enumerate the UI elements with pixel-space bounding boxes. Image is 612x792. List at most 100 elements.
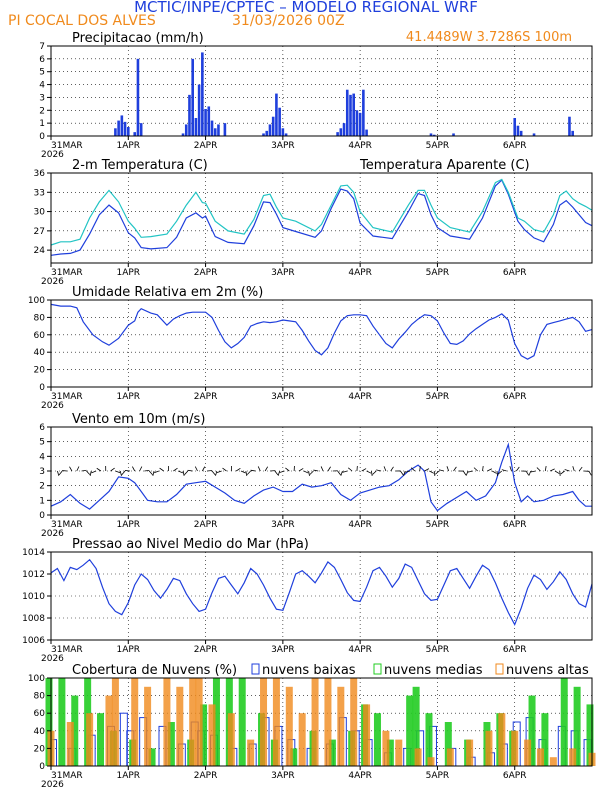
wind-arrow [148, 470, 153, 476]
precip-frame [50, 45, 593, 137]
wind-arrow [216, 470, 222, 474]
precip-bar [349, 94, 352, 136]
cloud-bar-nuvens-altas [247, 739, 255, 766]
precip-ytick-label: 5 [39, 68, 45, 78]
cloud-bar-nuvens-medias [406, 695, 414, 766]
precip-bar [568, 116, 571, 136]
header-run-date: 31/03/2026 00Z [232, 13, 345, 29]
cloud-bar-nuvens-altas [511, 730, 519, 766]
pressure-ytick-label: 1012 [22, 570, 45, 580]
cloud-bar-nuvens-medias [541, 713, 549, 766]
humidity-ytick-label: 60 [34, 331, 46, 341]
wind-arrow [96, 467, 102, 472]
humidity-frame [50, 299, 593, 388]
wind-arrow [554, 470, 560, 474]
pressure-ytick-label: 1006 [22, 636, 45, 646]
cloud-bar-nuvens-medias [328, 739, 336, 766]
wind-ytick-label: 5 [39, 438, 45, 448]
cloud-bar-nuvens-altas [382, 730, 390, 766]
cloud-bar-nuvens-altas [285, 686, 293, 766]
wind-xtick-label: 2APR [194, 520, 218, 530]
wind-arrow [376, 469, 382, 472]
precip-bar [210, 120, 214, 136]
clouds-xtick-label: 6APR [503, 771, 527, 781]
precip-bar [342, 123, 346, 136]
wind-arrow [313, 469, 319, 472]
cloud-bar-nuvens-altas [208, 704, 216, 766]
cloud-bar-nuvens-altas [536, 748, 544, 766]
wind-arrow [424, 468, 430, 472]
precip-bar [207, 106, 211, 136]
precip-ytick-label: 2 [39, 106, 45, 116]
wind-arrow [298, 468, 304, 472]
cloud-bar-nuvens-medias [45, 678, 53, 766]
humidity-xtick-label: 3APR [271, 392, 295, 402]
precip-bar [339, 128, 343, 136]
humidity-xtick-label: 1APR [116, 392, 140, 402]
wind-arrow [144, 469, 150, 472]
precip-bar [355, 110, 359, 136]
cloud-bar-nuvens-altas [195, 678, 203, 766]
wind-arrow [222, 467, 227, 472]
cloud-bar-nuvens-altas [549, 757, 557, 766]
temperature-series-line [50, 178, 593, 246]
cloud-bar-nuvens-medias [444, 722, 452, 766]
clouds-title: Cobertura de Nuvens (%) [72, 663, 237, 678]
wind-arrow [154, 470, 160, 474]
cloud-bar-nuvens-medias [97, 713, 105, 766]
wind-arrow [433, 470, 436, 477]
precip-ytick-label: 4 [39, 81, 45, 91]
clouds-xtick-label: 1APR [116, 771, 140, 781]
wind-arrow [438, 469, 444, 472]
humidity-xtick-sublabel: 2026 [41, 401, 64, 411]
precip-bar [265, 130, 269, 136]
wind-arrow [383, 466, 387, 472]
wind-arrow [58, 470, 63, 476]
precip-bar [281, 128, 285, 136]
precip-bar [204, 109, 207, 136]
precip-xtick-sublabel: 2026 [41, 150, 64, 160]
wind-arrow [159, 467, 164, 472]
temperature-ytick-label: 24 [34, 246, 46, 256]
wind-arrow [403, 470, 406, 476]
cloud-bar-nuvens-medias [167, 722, 175, 766]
temperature-ytick-label: 33 [34, 188, 45, 198]
precip-bar [452, 133, 455, 136]
legend-swatch [495, 663, 504, 675]
wind-arrow [279, 470, 285, 473]
pressure-xtick-label: 5APR [426, 645, 450, 655]
clouds-xtick-label: 5APR [426, 771, 450, 781]
wind-arrow [453, 466, 457, 472]
temperature-ytick-label: 30 [34, 208, 46, 218]
wind-arrow [303, 470, 309, 474]
wind-arrow [235, 467, 241, 472]
wind-frame [50, 426, 593, 516]
clouds-ytick-label: 100 [28, 674, 45, 684]
wind-arrow [361, 468, 367, 472]
precip-bar [336, 132, 339, 136]
cloud-bar-nuvens-altas [395, 739, 403, 766]
precip-bar [123, 121, 127, 136]
wind-arrow [564, 469, 570, 472]
temperature-xtick-label: 2APR [194, 268, 218, 278]
temperature-xtick-sublabel: 2026 [41, 277, 64, 287]
precip-ytick-label: 3 [39, 93, 45, 103]
temperature-xtick-label: 4APR [348, 268, 372, 278]
wind-arrow [497, 470, 503, 475]
wind-arrow [81, 469, 87, 472]
precip-xtick-label: 1APR [116, 141, 140, 151]
precip-ytick-label: 1 [39, 119, 45, 129]
precip-xtick-label: 2APR [194, 141, 218, 151]
precip-xtick-label: 5APR [426, 141, 450, 151]
wind-arrow [320, 466, 324, 472]
wind-arrow [516, 466, 520, 472]
cloud-bar-nuvens-altas [569, 748, 577, 766]
wind-arrow [342, 470, 348, 473]
wind-arrow [473, 467, 478, 472]
wind-arrow [525, 470, 530, 476]
wind-arrow [467, 470, 473, 473]
precip-bar [120, 115, 124, 136]
wind-arrow [178, 470, 183, 474]
cloud-bar-nuvens-altas [272, 678, 280, 766]
clouds-ytick-label: 60 [34, 709, 46, 719]
